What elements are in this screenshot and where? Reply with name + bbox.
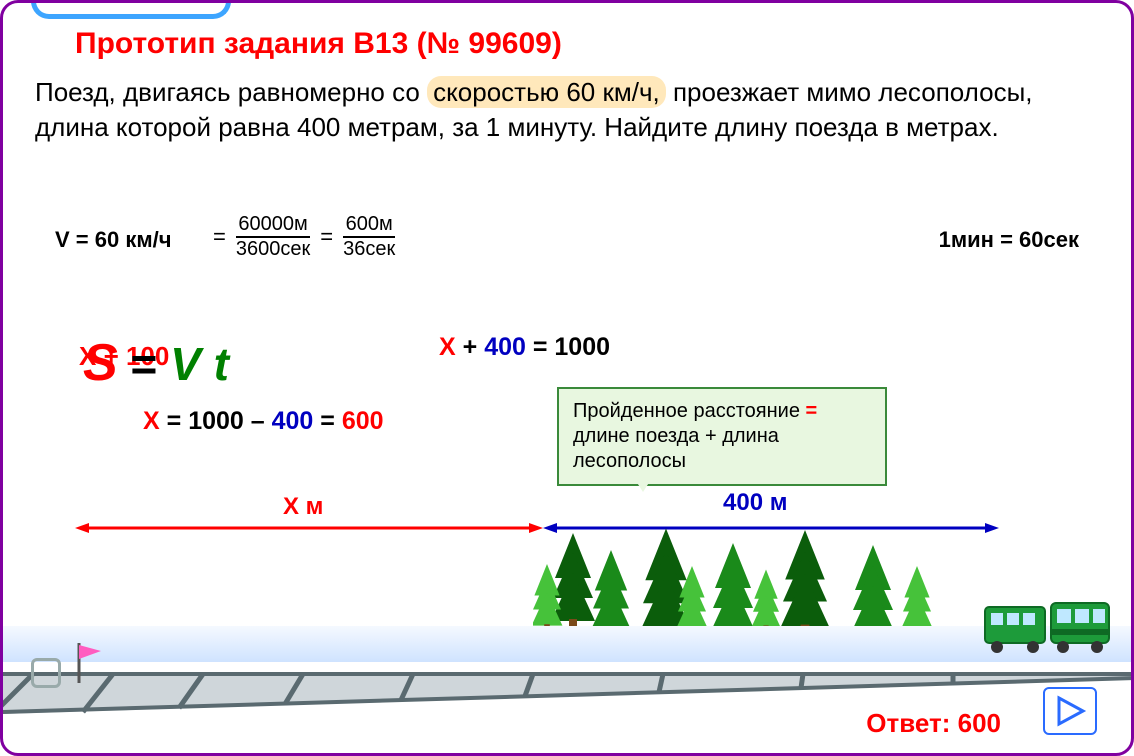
velocity-fraction: = 60000м3600сек = 600м36сек [213,213,395,261]
stop-marker [31,658,61,688]
velocity-label: V = 60 км/ч [55,227,172,253]
eq1-400: 400 [484,333,526,361]
equation-2: X = 1000 – 400 = 600 [143,407,384,436]
ground-gradient [3,626,1131,662]
frac1-bot: 3600сек [236,238,310,261]
flag-icon [75,643,103,683]
eq2-res: 600 [342,407,384,435]
distance-callout: Пройденное расстояние = длине поезда + д… [557,387,887,486]
formula-eq: = [130,338,157,390]
header-tab [31,1,231,19]
x-arrow [75,523,543,533]
answer-text: Ответ: 600 [866,708,1001,739]
callout-eq: = [806,400,818,422]
frac1-top: 60000м [238,213,307,236]
next-triangle-icon [1053,694,1087,728]
problem-highlight: скоростью 60 км/ч, [427,76,666,108]
eq1-res: 1000 [554,333,610,361]
frac2-bot: 36сек [343,238,395,261]
problem-part1: Поезд, двигаясь равномерно со [35,77,427,107]
callout-t1: Пройденное расстояние [573,400,806,422]
equation-1: X + 400 = 1000 [439,333,610,362]
eq1-x: X [439,333,456,361]
eq2-400: 400 [272,407,314,435]
formula-S: S [83,334,118,392]
formula-Vt: V t [170,338,229,390]
slide-title: Прототип задания В13 (№ 99609) [75,27,562,61]
m400-label: 400 м [723,489,787,517]
formula-main: S = V t [83,333,229,393]
train-icon [983,595,1113,655]
frac2-top: 600м [346,213,393,236]
problem-text: Поезд, двигаясь равномерно со скоростью … [35,75,1099,145]
callout-t2: длине поезда + длина лесополосы [573,425,779,472]
next-button[interactable] [1043,687,1097,735]
x-label: X м [283,493,323,521]
eq2-1000: 1000 [188,407,244,435]
eq2-x: X [143,407,160,435]
slide-frame: Прототип задания В13 (№ 99609) Поезд, дв… [0,0,1134,756]
minute-conversion: 1мин = 60сек [939,227,1079,253]
forest-icon [533,523,953,633]
